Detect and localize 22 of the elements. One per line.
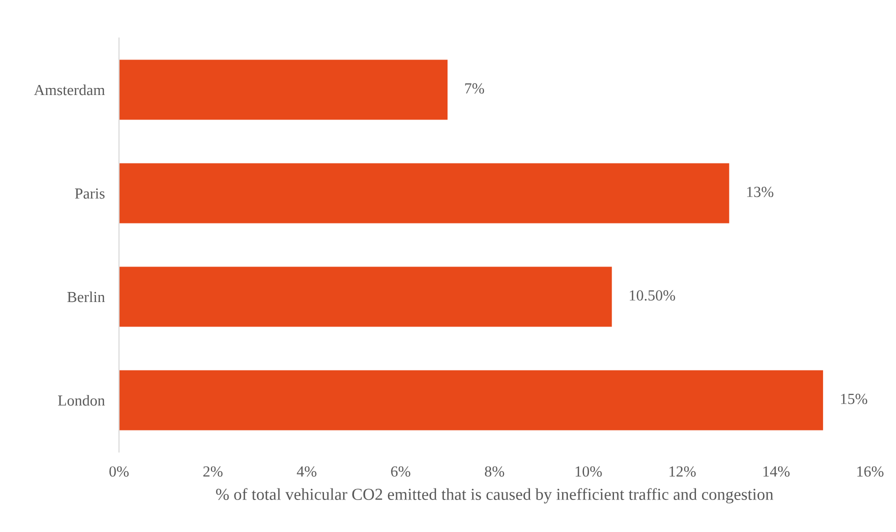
x-tick-label: 2% — [203, 466, 223, 477]
x-tick-label: 8% — [484, 466, 504, 477]
x-tick-label: 6% — [391, 466, 410, 477]
y-tick-label: Paris — [74, 188, 105, 199]
data-label: 13% — [747, 186, 774, 198]
bar — [119, 163, 730, 224]
x-tick-label: 4% — [296, 466, 316, 477]
x-axis-title: % of total vehicular CO2 emitted that is caused by inefficient traffic and congestion — [216, 488, 774, 504]
x-tick-label: 10% — [576, 466, 602, 477]
bar — [119, 370, 824, 430]
bar — [119, 266, 612, 327]
y-tick-label: Berlin — [67, 291, 105, 302]
x-tick-label: 0% — [109, 466, 129, 477]
bar — [119, 60, 448, 120]
x-tick-label: 14% — [763, 466, 790, 477]
data-label: 10.50% — [630, 290, 676, 301]
y-tick-label: London — [58, 394, 105, 406]
x-tick-label: 16% — [857, 466, 884, 477]
data-label: 7% — [465, 83, 484, 94]
y-tick-label: Amsterdam — [34, 84, 105, 96]
x-tick-label: 12% — [670, 466, 696, 477]
data-label: 15% — [841, 394, 868, 404]
